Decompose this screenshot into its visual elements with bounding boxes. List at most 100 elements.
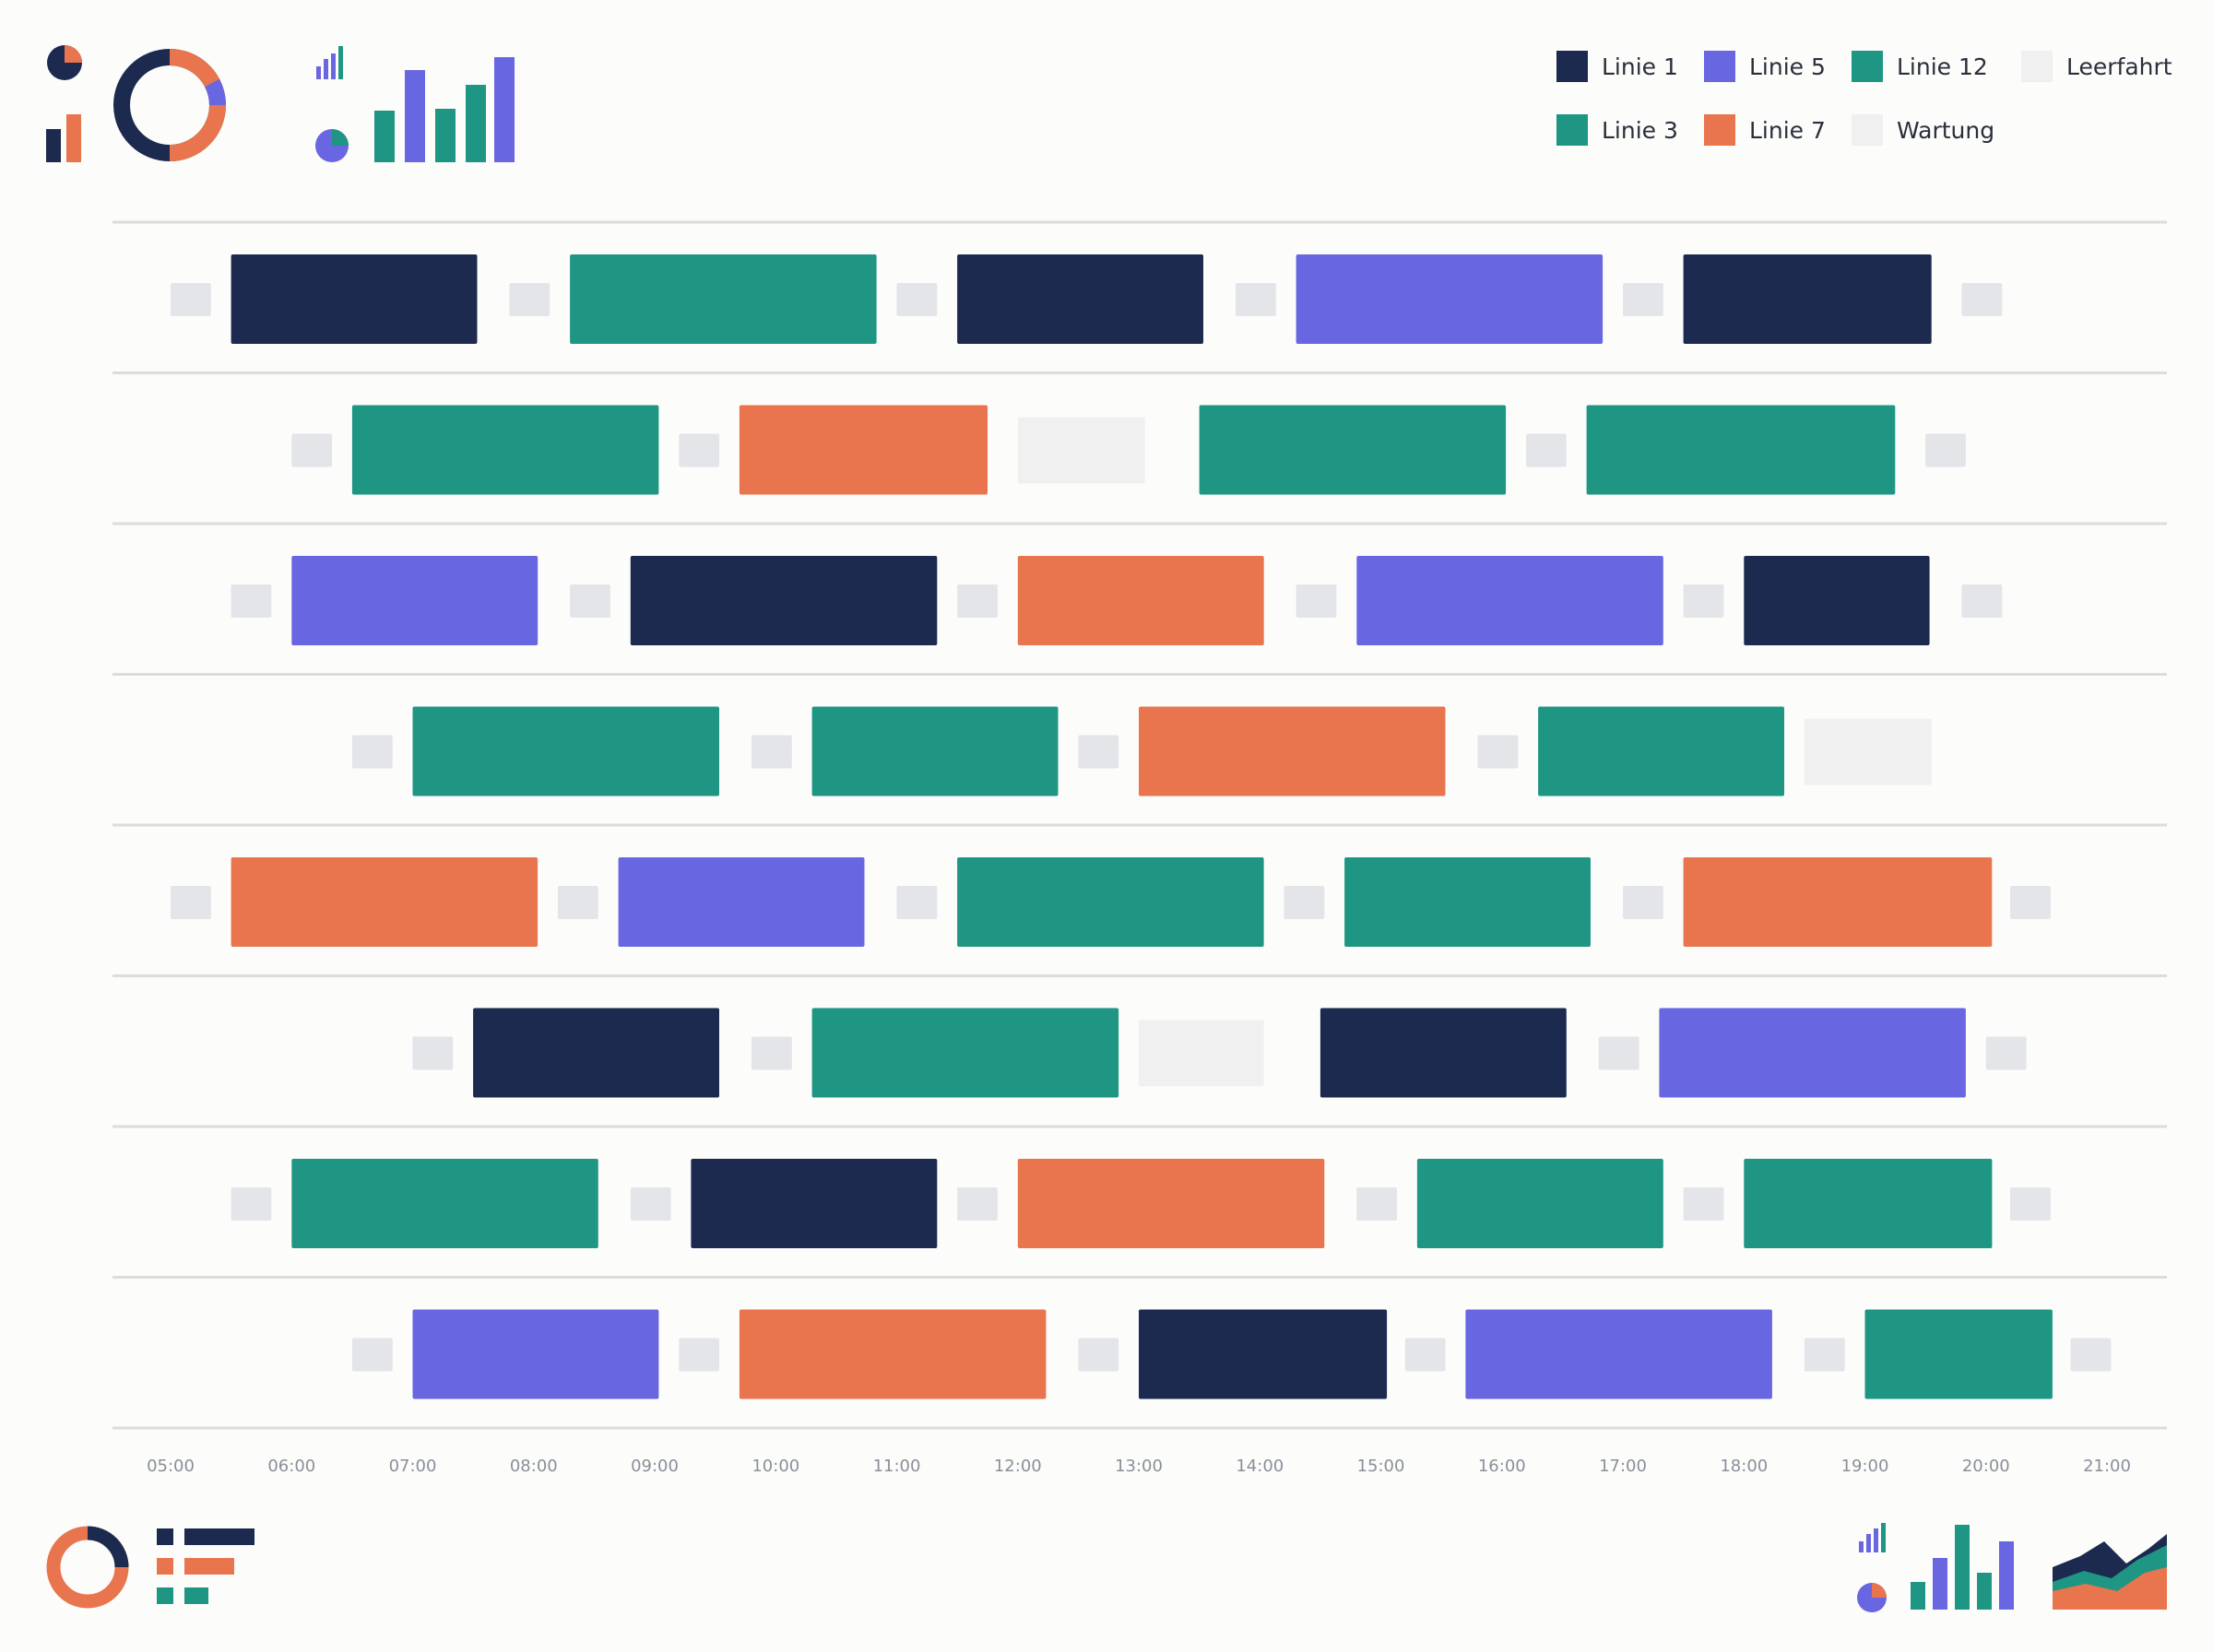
legend-swatch-linie-5 bbox=[1704, 51, 1735, 82]
block-linie-12 bbox=[1344, 857, 1591, 947]
block-layover bbox=[1804, 1338, 1845, 1372]
x-tick-label: 20:00 bbox=[1962, 1457, 2010, 1476]
block-linie-3 bbox=[957, 857, 1264, 947]
legend-swatch-leerfahrt bbox=[2021, 51, 2053, 82]
block-linie-1 bbox=[231, 254, 478, 344]
block-linie-1 bbox=[691, 1159, 938, 1248]
mini-pie-icon bbox=[315, 129, 349, 162]
schedule-blocks bbox=[171, 254, 2112, 1399]
legend-swatch-linie-1 bbox=[1556, 51, 1588, 82]
legend-item-linie-5: Linie 5 bbox=[1704, 51, 1826, 82]
block-layover bbox=[957, 1187, 998, 1221]
schedule-row bbox=[351, 706, 1932, 796]
schedule-row bbox=[412, 1008, 2027, 1098]
block-layover bbox=[171, 886, 211, 919]
x-tick-label: 17:00 bbox=[1599, 1457, 1647, 1476]
legend-bars-icon bbox=[157, 1528, 254, 1604]
bar-chart-icon-bottom bbox=[1911, 1525, 2014, 1610]
block-wartung bbox=[1139, 1020, 1264, 1087]
x-tick-label: 10:00 bbox=[751, 1457, 799, 1476]
block-linie-1 bbox=[957, 254, 1203, 344]
block-layover bbox=[679, 433, 720, 467]
x-tick-label: 15:00 bbox=[1357, 1457, 1405, 1476]
block-layover bbox=[1404, 1338, 1446, 1372]
block-linie-1 bbox=[1320, 1008, 1567, 1098]
block-linie-7 bbox=[1017, 1159, 1325, 1248]
legend-label-linie-3: Linie 3 bbox=[1602, 117, 1678, 144]
block-layover bbox=[1598, 1036, 1639, 1070]
block-linie-12 bbox=[1864, 1309, 2053, 1399]
block-wartung bbox=[1017, 417, 1145, 484]
legend-swatch-wartung bbox=[1852, 114, 1883, 146]
block-linie-12 bbox=[811, 706, 1059, 796]
legend-label-linie-5: Linie 5 bbox=[1749, 53, 1826, 80]
block-linie-7 bbox=[739, 405, 988, 495]
block-linie-3 bbox=[1199, 405, 1507, 495]
x-tick-label: 18:00 bbox=[1720, 1457, 1768, 1476]
block-layover bbox=[1296, 584, 1337, 618]
block-layover bbox=[351, 735, 393, 769]
x-tick-label: 11:00 bbox=[873, 1457, 921, 1476]
grid-lines bbox=[112, 220, 2167, 1430]
block-linie-1 bbox=[630, 556, 938, 645]
block-linie-1 bbox=[1683, 254, 1932, 344]
block-layover bbox=[231, 584, 272, 618]
block-linie-5 bbox=[1465, 1309, 1772, 1399]
block-linie-1 bbox=[473, 1008, 719, 1098]
schedule-row bbox=[171, 857, 2051, 947]
block-linie-3 bbox=[291, 1159, 598, 1248]
block-linie-7 bbox=[1683, 857, 1993, 947]
block-linie-7 bbox=[739, 1309, 1047, 1399]
schedule-row bbox=[171, 254, 2003, 344]
legend-swatch-linie-3 bbox=[1556, 114, 1588, 146]
x-tick-label: 05:00 bbox=[147, 1457, 195, 1476]
block-layover bbox=[1985, 1036, 2027, 1070]
block-layover bbox=[412, 1036, 454, 1070]
block-linie-7 bbox=[1017, 556, 1264, 645]
block-linie-3 bbox=[811, 1008, 1119, 1098]
block-layover bbox=[896, 886, 938, 919]
x-tick-label: 21:00 bbox=[2083, 1457, 2131, 1476]
donut-icon-bottom bbox=[46, 1526, 129, 1609]
schedule-row bbox=[231, 1159, 2051, 1248]
block-layover bbox=[1683, 584, 1724, 618]
block-linie-3 bbox=[1744, 1159, 1993, 1248]
block-linie-5 bbox=[1356, 556, 1663, 645]
x-axis-ticks: 05:00 06:00 07:00 08:00 09:00 10:00 11:00 12:00… bbox=[147, 1457, 2131, 1476]
legend-label-linie-12: Linie 12 bbox=[1897, 53, 1988, 80]
legend-label-linie-1: Linie 1 bbox=[1602, 53, 1678, 80]
block-linie-5 bbox=[412, 1309, 659, 1399]
block-linie-1 bbox=[1744, 556, 1930, 645]
legend-item-linie-12: Linie 12 bbox=[1852, 51, 1988, 82]
block-layover bbox=[679, 1338, 720, 1372]
block-layover bbox=[630, 1187, 671, 1221]
bar-icon bbox=[46, 114, 81, 162]
mini-bar-icon-bottom bbox=[1859, 1523, 1886, 1552]
block-layover bbox=[291, 433, 333, 467]
block-layover bbox=[231, 1187, 272, 1221]
block-leerfahrt bbox=[1804, 718, 1932, 785]
legend-swatch-linie-12 bbox=[1852, 51, 1883, 82]
legend-item-linie-7: Linie 7 bbox=[1704, 114, 1826, 146]
block-linie-5 bbox=[618, 857, 865, 947]
block-layover bbox=[171, 283, 211, 316]
block-layover bbox=[1526, 433, 1567, 467]
block-layover bbox=[751, 735, 792, 769]
block-layover bbox=[896, 283, 938, 316]
block-layover bbox=[2010, 1187, 2051, 1221]
legend-label-wartung: Wartung bbox=[1897, 117, 1994, 144]
area-chart-icon bbox=[2053, 1534, 2167, 1610]
block-linie-3 bbox=[412, 706, 719, 796]
legend-item-wartung: Wartung bbox=[1852, 114, 1994, 146]
block-linie-5 bbox=[291, 556, 538, 645]
block-layover bbox=[1623, 886, 1663, 919]
block-linie-3 bbox=[351, 405, 659, 495]
block-layover bbox=[1961, 584, 2003, 618]
block-layover bbox=[1623, 283, 1663, 316]
legend-label-leerfahrt: Leerfahrt bbox=[2066, 53, 2172, 80]
block-layover bbox=[1356, 1187, 1398, 1221]
block-layover bbox=[1961, 283, 2003, 316]
block-layover bbox=[1236, 283, 1276, 316]
schedule-row bbox=[291, 405, 1966, 495]
